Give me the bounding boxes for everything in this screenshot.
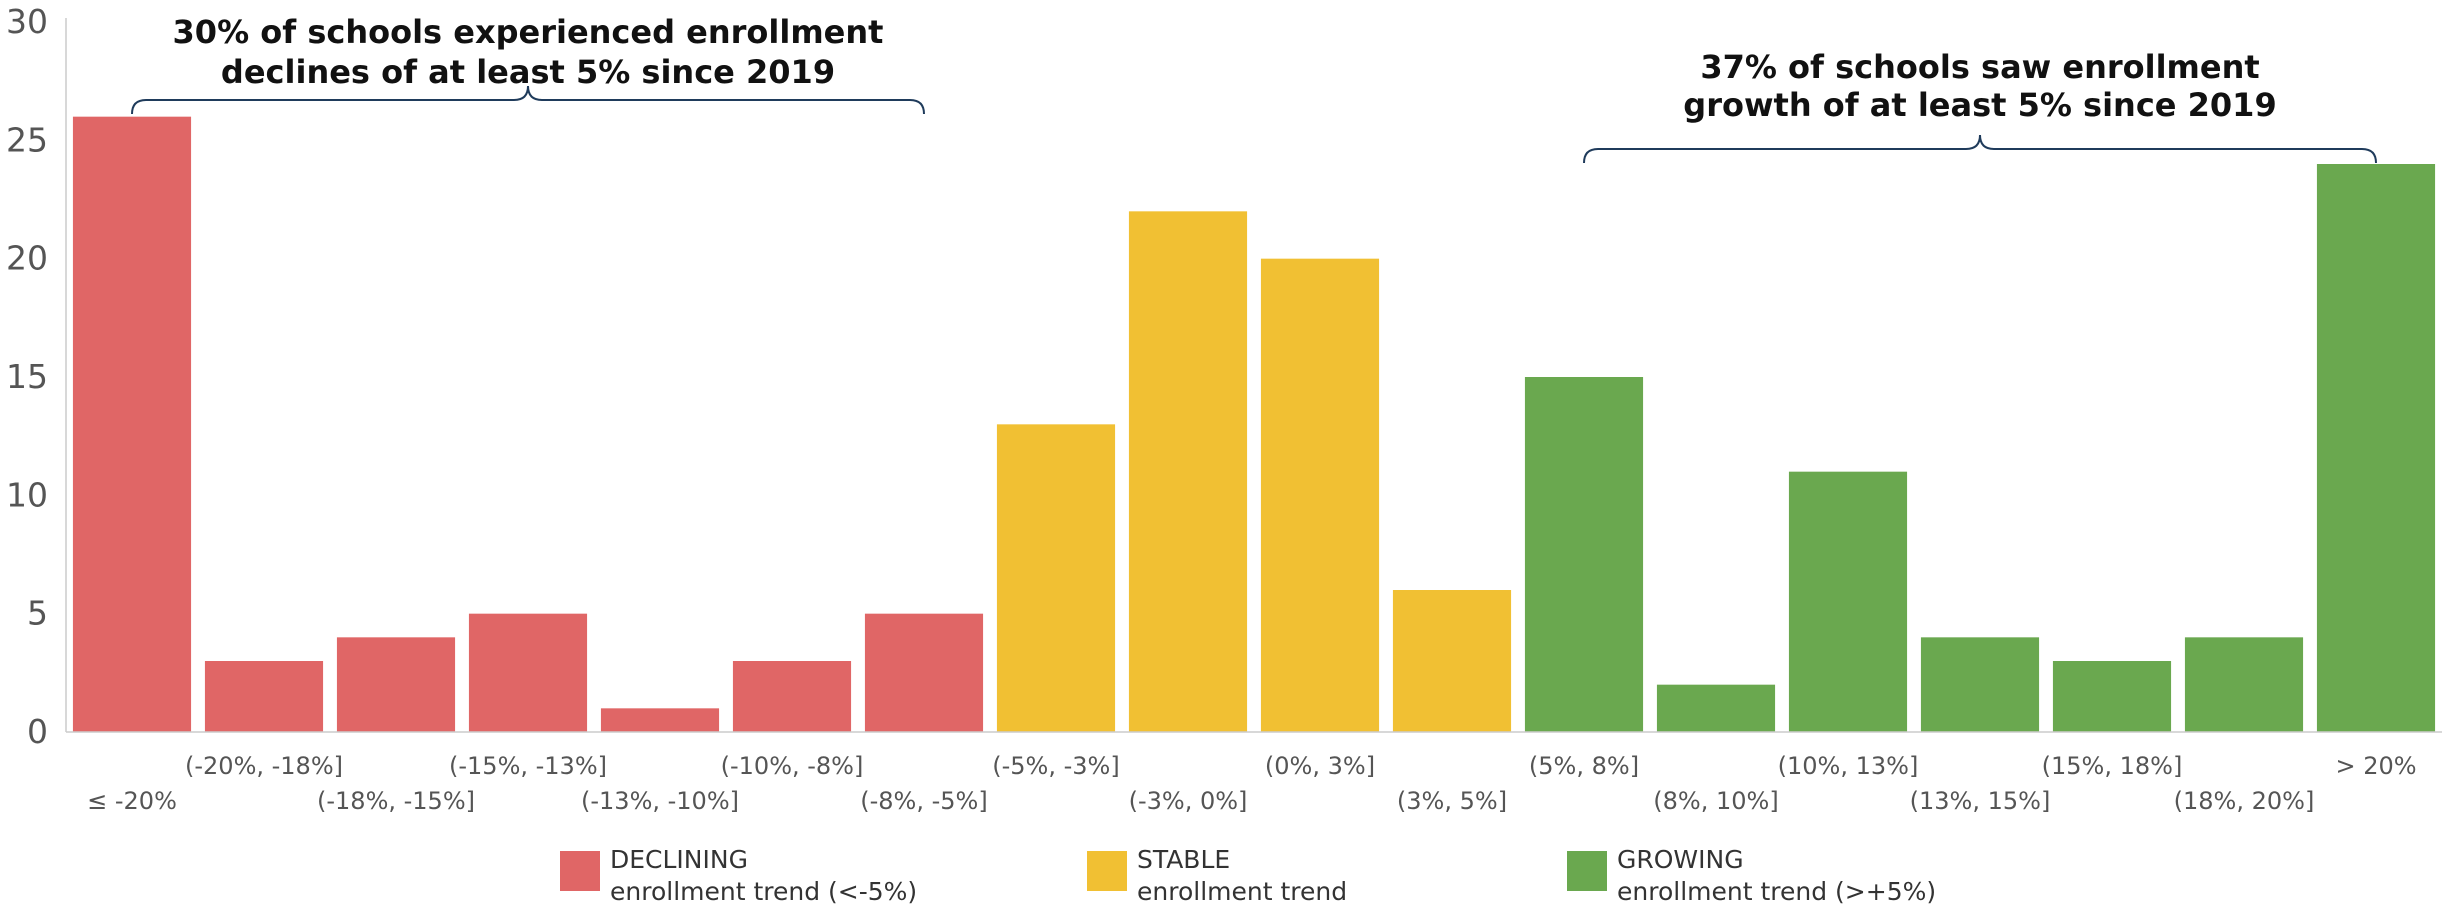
- annotation-text: declines of at least 5% since 2019: [221, 53, 835, 91]
- bar-declining: [600, 708, 720, 732]
- legend-label: GROWING: [1617, 845, 1744, 874]
- x-tick-label: (-10%, -8%]: [721, 752, 864, 780]
- y-axis: 0 5 10 15 20 25 30: [6, 2, 67, 751]
- bar-declining: [468, 613, 588, 732]
- bar-stable: [1260, 258, 1380, 732]
- bar-growing: [1920, 637, 2040, 732]
- x-tick-label: (13%, 15%]: [1910, 787, 2051, 815]
- x-tick-label: (-8%, -5%]: [860, 787, 987, 815]
- y-tick-label: 20: [6, 239, 48, 278]
- x-tick-label: (3%, 5%]: [1397, 787, 1507, 815]
- legend-sublabel: enrollment trend (<-5%): [610, 877, 917, 905]
- annotation-brace: [1583, 134, 2377, 164]
- legend-label: STABLE: [1137, 845, 1230, 874]
- annotation-text: growth of at least 5% since 2019: [1683, 86, 2276, 124]
- legend: DECLINING enrollment trend (<-5%) STABLE en…: [560, 845, 1936, 905]
- x-tick-label: (-15%, -13%]: [449, 752, 607, 780]
- annotations: 30% of schools experienced enrollmentdec…: [131, 13, 2377, 164]
- legend-sublabel: enrollment trend (>+5%): [1617, 877, 1936, 905]
- y-tick-label: 30: [6, 2, 48, 41]
- bars: [72, 116, 2436, 733]
- bar-declining: [336, 637, 456, 732]
- x-tick-label: (-13%, -10%]: [581, 787, 739, 815]
- annotation-brace: [131, 85, 925, 115]
- x-tick-label: (-20%, -18%]: [185, 752, 343, 780]
- y-tick-label: 5: [27, 594, 48, 633]
- y-tick-label: 0: [27, 712, 48, 751]
- legend-swatch-growing: [1567, 851, 1607, 891]
- bar-stable: [1128, 211, 1248, 732]
- x-tick-label: (5%, 8%]: [1529, 752, 1639, 780]
- bar-growing: [2184, 637, 2304, 732]
- x-tick-label: (10%, 13%]: [1778, 752, 1919, 780]
- annotation-text: 30% of schools experienced enrollment: [173, 13, 884, 51]
- x-tick-label: (-5%, -3%]: [992, 752, 1119, 780]
- bar-growing: [1788, 471, 1908, 732]
- x-tick-label: (0%, 3%]: [1265, 752, 1375, 780]
- legend-label: DECLINING: [610, 845, 748, 874]
- bar-stable: [1392, 590, 1512, 732]
- bar-growing: [2316, 164, 2436, 732]
- y-tick-label: 10: [6, 475, 48, 514]
- x-axis: ≤ -20% (-20%, -18%] (-18%, -15%] (-15%, -13…: [66, 731, 2442, 815]
- x-tick-label: > 20%: [2335, 752, 2416, 780]
- bar-declining: [732, 661, 852, 732]
- bar-growing: [1524, 377, 1644, 732]
- x-tick-label: (-3%, 0%]: [1129, 787, 1248, 815]
- bar-declining: [204, 661, 324, 732]
- annotation-text: 37% of schools saw enrollment: [1700, 48, 2259, 86]
- bar-declining: [72, 116, 192, 733]
- bar-growing: [1656, 684, 1776, 732]
- legend-swatch-stable: [1087, 851, 1127, 891]
- x-tick-label: (18%, 20%]: [2174, 787, 2315, 815]
- x-tick-label: ≤ -20%: [87, 787, 177, 815]
- bar-declining: [864, 613, 984, 732]
- x-tick-label: (8%, 10%]: [1653, 787, 1778, 815]
- y-tick-label: 25: [6, 120, 48, 159]
- x-tick-label: (15%, 18%]: [2042, 752, 2183, 780]
- y-tick-label: 15: [6, 357, 48, 396]
- legend-sublabel: enrollment trend: [1137, 877, 1347, 905]
- legend-swatch-declining: [560, 851, 600, 891]
- x-tick-label: (-18%, -15%]: [317, 787, 475, 815]
- bar-growing: [2052, 661, 2172, 732]
- bar-stable: [996, 424, 1116, 732]
